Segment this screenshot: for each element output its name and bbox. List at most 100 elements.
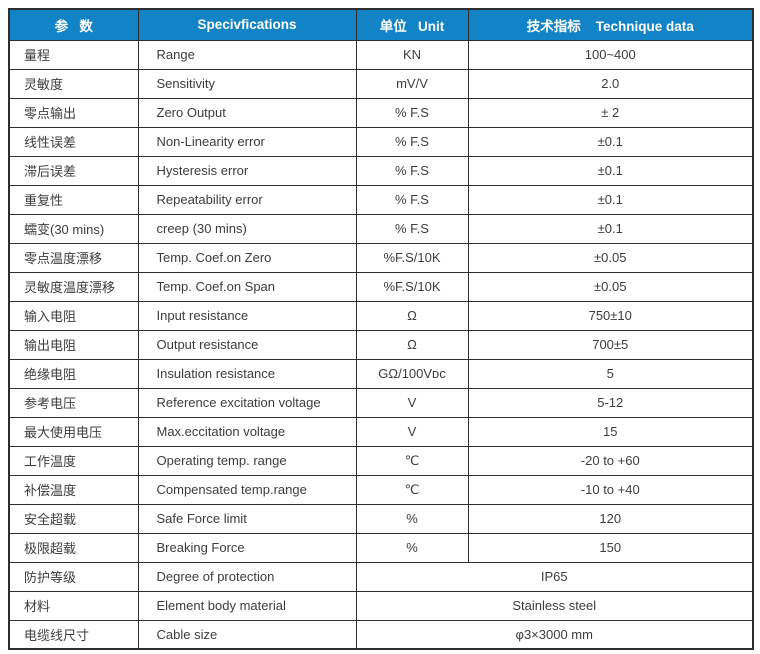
spec-cell: Non-Linearity error xyxy=(137,126,357,157)
spec-cell: Breaking Force xyxy=(137,532,357,563)
spec-cell: Input resistance xyxy=(137,300,357,331)
table-row: 输出电阻 Output resistance Ω 700±5 xyxy=(8,329,754,360)
spec-cell: Range xyxy=(137,39,357,70)
param-cell: 零点输出 xyxy=(8,97,139,128)
table-row: 安全超载 Safe Force limit% 120 xyxy=(8,503,754,534)
header-technique-data: 技术指标 Technique data xyxy=(467,8,754,41)
table-row: 线性误差 Non-Linearity error% F.S ±0.1 xyxy=(8,126,754,157)
header-specifications: Specivfications xyxy=(137,8,357,41)
spec-cell: Max.eccitation voltage xyxy=(137,416,357,447)
unit-cell: % F.S xyxy=(355,155,469,186)
param-cell: 安全超载 xyxy=(8,503,139,534)
spec-cell: Operating temp. range xyxy=(137,445,357,476)
table-row: 零点输出 Zero Output% F.S ± 2 xyxy=(8,97,754,128)
value-cell: -20 to +60 xyxy=(467,445,754,476)
param-cell: 电缆线尺寸 xyxy=(8,619,139,650)
param-cell: 零点温度漂移 xyxy=(8,242,139,273)
spec-cell: Reference excitation voltage xyxy=(137,387,357,418)
unit-cell: GΩ/100Vᴅᴄ xyxy=(355,358,469,389)
value-cell: 700±5 xyxy=(467,329,754,360)
value-cell: 750±10 xyxy=(467,300,754,331)
unit-cell: mV/V xyxy=(355,68,469,99)
table-row: 工作温度 Operating temp. range ℃ -20 to +60 xyxy=(8,445,754,476)
spec-cell: creep (30 mins) xyxy=(137,213,357,244)
unit-cell: % xyxy=(355,503,469,534)
table-row: 灵敏度 Sensitivity mV/V 2.0 xyxy=(8,68,754,99)
table-row: 参考电压 Reference excitation voltage V 5-12 xyxy=(8,387,754,418)
unit-cell: Ω xyxy=(355,329,469,360)
spec-cell: Hysteresis error xyxy=(137,155,357,186)
param-cell: 绝缘电阻 xyxy=(8,358,139,389)
table-row: 材料 Element body material Stainless steel xyxy=(8,590,754,621)
value-cell: ±0.1 xyxy=(467,184,754,215)
param-cell: 线性误差 xyxy=(8,126,139,157)
table-row: 电缆线尺寸 Cable size φ3×3000 mm xyxy=(8,619,754,650)
unit-cell: V xyxy=(355,387,469,418)
table-row: 灵敏度温度漂移 Temp. Coef.on Span %F.S/10K ±0.05 xyxy=(8,271,754,302)
param-cell: 灵敏度 xyxy=(8,68,139,99)
header-parameter: 参 数 xyxy=(8,8,139,41)
param-cell: 参考电压 xyxy=(8,387,139,418)
spec-cell: Temp. Coef.on Zero xyxy=(137,242,357,273)
table-row: 量程 Range KN 100~400 xyxy=(8,39,754,70)
table-row: 滞后误差 Hysteresis error% F.S ±0.1 xyxy=(8,155,754,186)
param-cell: 防护等级 xyxy=(8,561,139,592)
value-cell: 100~400 xyxy=(467,39,754,70)
param-cell: 灵敏度温度漂移 xyxy=(8,271,139,302)
param-cell: 最大使用电压 xyxy=(8,416,139,447)
value-cell-merged: IP65 xyxy=(355,561,754,592)
table-body: 量程 Range KN 100~400 灵敏度 Sensitivity mV/V 2.0 零点输… xyxy=(8,39,754,650)
param-cell: 输出电阻 xyxy=(8,329,139,360)
unit-cell: % F.S xyxy=(355,97,469,128)
unit-cell: ℃ xyxy=(355,474,469,505)
value-cell-merged: φ3×3000 mm xyxy=(355,619,754,650)
spec-cell: Element body material xyxy=(137,590,357,621)
value-cell: 2.0 xyxy=(467,68,754,99)
spec-cell: Zero Output xyxy=(137,97,357,128)
spec-table-container: 参 数 Specivfications 单位 Unit 技术指标 Techniq… xyxy=(8,8,754,650)
table-row: 输入电阻 Input resistance Ω 750±10 xyxy=(8,300,754,331)
spec-table: 参 数 Specivfications 单位 Unit 技术指标 Techniq… xyxy=(8,8,754,650)
value-cell: ±0.1 xyxy=(467,155,754,186)
table-row: 蠕变(30 mins) creep (30 mins)% F.S ±0.1 xyxy=(8,213,754,244)
unit-cell: % F.S xyxy=(355,126,469,157)
value-cell: 150 xyxy=(467,532,754,563)
param-cell: 蠕变(30 mins) xyxy=(8,213,139,244)
spec-cell: Degree of protection xyxy=(137,561,357,592)
param-cell: 输入电阻 xyxy=(8,300,139,331)
table-row: 最大使用电压 Max.eccitation voltage V 15 xyxy=(8,416,754,447)
unit-cell: % F.S xyxy=(355,184,469,215)
unit-cell: ℃ xyxy=(355,445,469,476)
param-cell: 工作温度 xyxy=(8,445,139,476)
spec-cell: Output resistance xyxy=(137,329,357,360)
param-cell: 补偿温度 xyxy=(8,474,139,505)
value-cell: ±0.05 xyxy=(467,271,754,302)
table-row: 防护等级 Degree of protection IP65 xyxy=(8,561,754,592)
spec-cell: Temp. Coef.on Span xyxy=(137,271,357,302)
value-cell: ± 2 xyxy=(467,97,754,128)
value-cell: 15 xyxy=(467,416,754,447)
param-cell: 量程 xyxy=(8,39,139,70)
value-cell: ±0.1 xyxy=(467,213,754,244)
table-row: 极限超载 Breaking Force% 150 xyxy=(8,532,754,563)
spec-cell: Compensated temp.range xyxy=(137,474,357,505)
unit-cell: KN xyxy=(355,39,469,70)
param-cell: 极限超载 xyxy=(8,532,139,563)
spec-cell: Cable size xyxy=(137,619,357,650)
unit-cell: %F.S/10K xyxy=(355,271,469,302)
unit-cell: V xyxy=(355,416,469,447)
spec-cell: Insulation resistance xyxy=(137,358,357,389)
value-cell: -10 to +40 xyxy=(467,474,754,505)
table-row: 零点温度漂移 Temp. Coef.on Zero %F.S/10K ±0.05 xyxy=(8,242,754,273)
table-row: 补偿温度 Compensated temp.range ℃ -10 to +40 xyxy=(8,474,754,505)
unit-cell: % F.S xyxy=(355,213,469,244)
header-row: 参 数 Specivfications 单位 Unit 技术指标 Techniq… xyxy=(8,8,754,41)
spec-cell: Sensitivity xyxy=(137,68,357,99)
spec-cell: Safe Force limit xyxy=(137,503,357,534)
param-cell: 材料 xyxy=(8,590,139,621)
value-cell: 5 xyxy=(467,358,754,389)
spec-cell: Repeatability error xyxy=(137,184,357,215)
unit-cell: % xyxy=(355,532,469,563)
value-cell: ±0.05 xyxy=(467,242,754,273)
unit-cell: Ω xyxy=(355,300,469,331)
